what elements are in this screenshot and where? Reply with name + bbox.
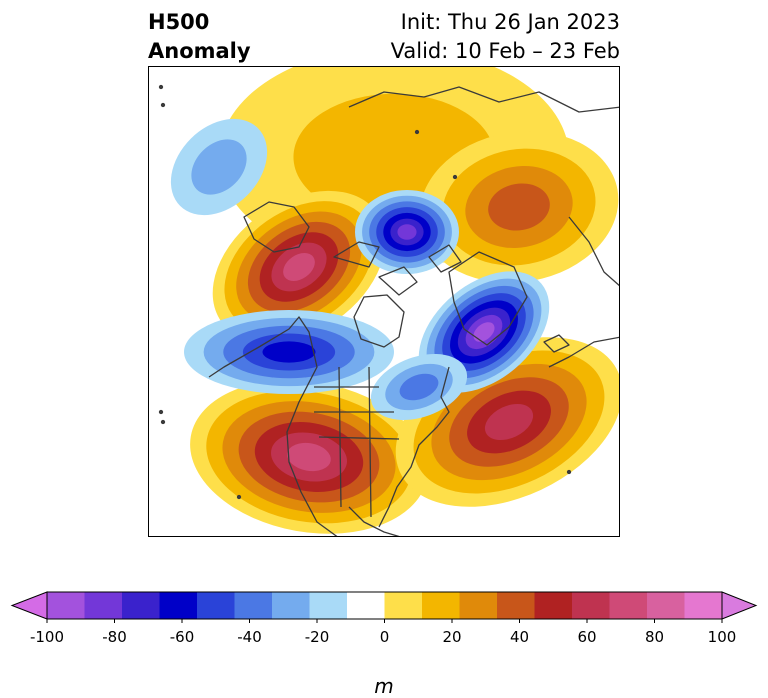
colorbar-swatch [84, 592, 123, 619]
coastline [333, 241, 380, 268]
island [414, 129, 420, 135]
anomaly-atlantic-ridge [395, 337, 619, 507]
colorbar-swatch [684, 592, 723, 619]
colorbar-tick-label: -20 [305, 628, 330, 646]
coastline [243, 201, 310, 253]
init-date: Init: Thu 26 Jan 2023 [400, 10, 620, 34]
coastline [348, 506, 400, 536]
anomaly-map [158, 67, 619, 536]
anomaly-alaska-ridge [212, 190, 386, 344]
colorbar-tick-label: 100 [708, 628, 737, 646]
colorbar-swatch [384, 592, 423, 619]
colorbar-tick-label: 0 [380, 628, 390, 646]
colorbar-swatch [47, 592, 85, 619]
island [452, 174, 458, 180]
colorbar-swatch [309, 592, 348, 619]
colorbar-swatch [122, 592, 160, 619]
colorbar-swatch [459, 592, 498, 619]
coastlines [158, 84, 619, 536]
coastline [448, 251, 528, 346]
colorbar-swatch [159, 592, 198, 619]
map-title: H500 Anomaly [148, 8, 251, 66]
coastline [543, 334, 570, 353]
valid-range: Valid: 10 Feb – 23 Feb [390, 39, 620, 63]
island [236, 494, 242, 500]
colorbar-tick-label: -80 [102, 628, 127, 646]
colorbar-tick-label: -60 [170, 628, 195, 646]
colorbar-tick-label: -40 [237, 628, 262, 646]
anomaly-hudson-trough [370, 354, 468, 420]
colorbar-tick-label: 60 [577, 628, 596, 646]
anomaly-sw-us-ridge [190, 380, 428, 534]
island [158, 409, 164, 415]
title-line-1: H500 [148, 10, 210, 34]
colorbar-tick-label: 20 [442, 628, 461, 646]
coastline [378, 266, 418, 296]
colorbar: -100 -80 -60 -40 -20 0 20 40 60 80 100 [10, 591, 758, 646]
colorbar-tick-label: 40 [510, 628, 529, 646]
anomaly-bering-trough [170, 118, 268, 216]
colorbar-swatch [347, 592, 385, 619]
coastline [428, 244, 462, 273]
anomaly-pacific-trough [184, 310, 394, 394]
colorbar-swatch [647, 592, 685, 619]
coastline [568, 216, 619, 287]
colorbar-extend-min [10, 591, 48, 620]
colorbar-swatch [197, 592, 235, 619]
anomaly-fills [170, 67, 619, 534]
colorbar-swatch [497, 592, 535, 619]
colorbar-tick-label: -100 [30, 628, 64, 646]
coastline [378, 366, 450, 528]
map-dates: Init: Thu 26 Jan 2023 Valid: 10 Feb – 23… [391, 8, 620, 66]
coastline [208, 316, 338, 536]
island [158, 84, 164, 90]
coastline [348, 86, 619, 113]
colorbar-swatch [234, 592, 273, 619]
colorbar-swatch [534, 592, 573, 619]
title-line-2: Anomaly [148, 39, 251, 63]
island [160, 419, 166, 425]
coastline [353, 294, 405, 348]
colorbar-tick-label: 80 [645, 628, 664, 646]
island [566, 469, 572, 475]
colorbar-extend-max [721, 591, 758, 620]
anomaly-siberia-ridge [419, 131, 619, 283]
coastline [548, 336, 619, 368]
colorbar-swatch [272, 592, 310, 619]
island [160, 102, 166, 108]
colorbar-swatch [422, 592, 460, 619]
colorbar-swatch [609, 592, 648, 619]
colorbar-swatch [572, 592, 610, 619]
colorbar-unit-label: m [374, 674, 394, 698]
map-panel [148, 66, 620, 537]
anomaly-arctic-trough [355, 190, 459, 274]
coastline [314, 366, 400, 518]
